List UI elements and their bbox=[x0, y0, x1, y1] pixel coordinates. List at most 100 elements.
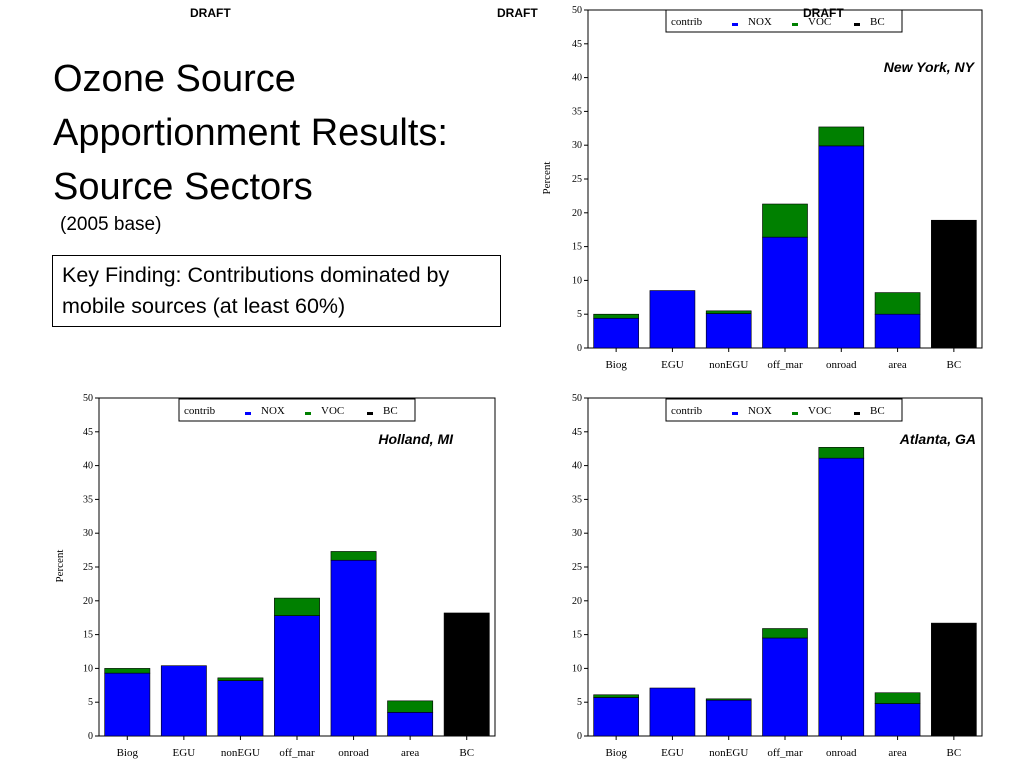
x-tick-label: nonEGU bbox=[221, 747, 260, 759]
x-tick-label: Biog bbox=[117, 747, 139, 759]
bar-segment-voc bbox=[705, 698, 752, 701]
y-tick-label: 40 bbox=[83, 461, 93, 472]
bar-segment-voc bbox=[387, 700, 434, 713]
legend-swatch-nox bbox=[732, 412, 738, 415]
legend-label-nox: NOX bbox=[748, 405, 772, 417]
legend-box bbox=[178, 398, 416, 422]
y-tick-label: 45 bbox=[572, 427, 582, 438]
legend-swatch-voc bbox=[305, 412, 311, 415]
x-tick-label: BC bbox=[947, 359, 962, 371]
bar-segment-nox bbox=[762, 637, 808, 737]
draft-mark: DRAFT bbox=[190, 6, 231, 20]
x-tick-label: BC bbox=[947, 747, 962, 759]
y-tick-label: 50 bbox=[572, 393, 582, 404]
x-tick-label: onroad bbox=[826, 747, 857, 759]
legend-swatch-bc bbox=[367, 412, 373, 415]
y-tick-label: 45 bbox=[572, 39, 582, 50]
y-tick-label: 35 bbox=[572, 106, 582, 117]
bar-segment-nox bbox=[217, 680, 264, 737]
key-finding-box: Key Finding: Contributions dominated by … bbox=[52, 255, 501, 327]
y-tick-label: 40 bbox=[572, 461, 582, 472]
legend-swatch-bc bbox=[854, 412, 860, 415]
y-tick-label: 20 bbox=[83, 596, 93, 607]
x-tick-label: EGU bbox=[661, 359, 684, 371]
y-tick-label: 15 bbox=[572, 242, 582, 253]
y-tick-label: 50 bbox=[83, 393, 93, 404]
y-tick-label: 10 bbox=[572, 663, 582, 674]
slide-subtitle: (2005 base) bbox=[60, 214, 162, 235]
bar-segment-nox bbox=[649, 687, 696, 737]
bar-segment-nox bbox=[874, 313, 921, 349]
y-tick-label: 30 bbox=[572, 528, 582, 539]
legend-label-nox: NOX bbox=[748, 16, 772, 28]
x-tick-label: off_mar bbox=[767, 359, 803, 371]
y-axis-label: Percent bbox=[541, 162, 553, 195]
bar-segment-nox bbox=[818, 457, 865, 737]
bar-segment-nox bbox=[874, 703, 921, 737]
legend-box bbox=[665, 9, 903, 33]
y-tick-label: 40 bbox=[572, 73, 582, 84]
x-tick-label: nonEGU bbox=[709, 359, 748, 371]
bar-segment-bc bbox=[443, 612, 490, 737]
bar-segment-nox bbox=[330, 559, 377, 737]
bar-segment-voc bbox=[762, 628, 808, 639]
y-axis-label: Percent bbox=[54, 550, 66, 583]
bar-segment-voc bbox=[104, 668, 151, 674]
bar-segment-voc bbox=[705, 310, 752, 314]
draft-mark: DRAFT bbox=[497, 6, 538, 20]
y-tick-label: 25 bbox=[572, 174, 582, 185]
bar-segment-voc bbox=[274, 597, 320, 616]
bar-segment-nox bbox=[104, 672, 151, 737]
y-tick-label: 0 bbox=[88, 731, 93, 742]
slide-title-line: Apportionment Results: bbox=[53, 112, 448, 154]
location-label: Atlanta, GA bbox=[899, 431, 976, 447]
bar-segment-voc bbox=[874, 292, 921, 315]
legend-label-voc: VOC bbox=[808, 16, 831, 28]
legend-title: contrib bbox=[671, 405, 703, 417]
x-tick-label: onroad bbox=[826, 359, 857, 371]
y-tick-label: 50 bbox=[572, 5, 582, 16]
y-tick-label: 5 bbox=[577, 697, 582, 708]
legend-swatch-voc bbox=[792, 23, 798, 26]
y-tick-label: 35 bbox=[572, 494, 582, 505]
bar-segment-nox bbox=[593, 317, 639, 349]
x-tick-label: Biog bbox=[605, 747, 627, 759]
legend-swatch-nox bbox=[245, 412, 251, 415]
bar-segment-voc bbox=[593, 313, 639, 319]
bar-segment-bc bbox=[931, 622, 977, 737]
y-tick-label: 15 bbox=[572, 630, 582, 641]
x-tick-label: EGU bbox=[661, 747, 684, 759]
x-tick-label: onroad bbox=[338, 747, 369, 759]
legend-label-voc: VOC bbox=[808, 405, 831, 417]
y-tick-label: 0 bbox=[577, 731, 582, 742]
x-tick-label: Biog bbox=[605, 359, 627, 371]
slide-title-line: Ozone Source bbox=[53, 58, 296, 100]
x-tick-label: area bbox=[888, 359, 906, 371]
x-tick-label: off_mar bbox=[767, 747, 803, 759]
x-tick-label: area bbox=[888, 747, 906, 759]
y-tick-label: 20 bbox=[572, 208, 582, 219]
bar-segment-voc bbox=[330, 551, 377, 561]
bar-segment-voc bbox=[874, 692, 921, 704]
bar-segment-nox bbox=[818, 145, 865, 349]
bar-segment-voc bbox=[818, 126, 865, 147]
legend-swatch-bc bbox=[854, 23, 860, 26]
y-tick-label: 15 bbox=[83, 630, 93, 641]
bar-segment-voc bbox=[818, 447, 865, 459]
bar-segment-nox bbox=[593, 697, 639, 737]
y-tick-label: 5 bbox=[88, 697, 93, 708]
x-tick-label: EGU bbox=[173, 747, 196, 759]
location-label: Holland, MI bbox=[378, 431, 454, 447]
x-tick-label: off_mar bbox=[279, 747, 315, 759]
bar-segment-nox bbox=[762, 236, 808, 349]
legend-label-bc: BC bbox=[870, 405, 885, 417]
x-tick-label: nonEGU bbox=[709, 747, 748, 759]
bar-segment-nox bbox=[274, 615, 320, 737]
legend-label-nox: NOX bbox=[261, 405, 285, 417]
bar-segment-voc bbox=[217, 677, 264, 681]
y-tick-label: 20 bbox=[572, 596, 582, 607]
bar-segment-nox bbox=[705, 699, 752, 737]
